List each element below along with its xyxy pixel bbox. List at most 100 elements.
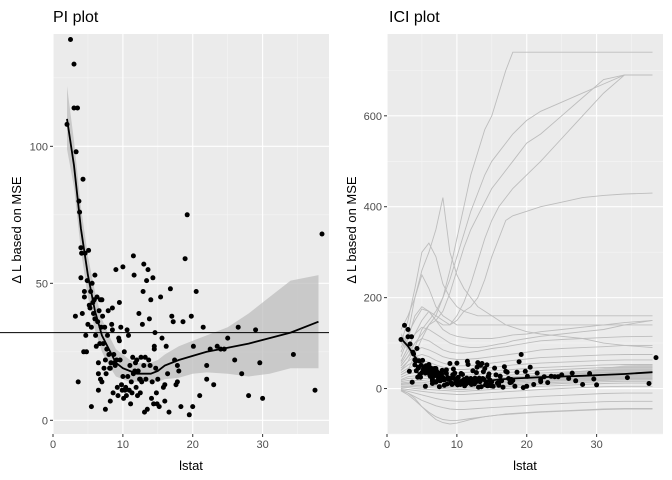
- ice-curve: [400, 306, 653, 357]
- x-tick-label: 10: [117, 439, 129, 451]
- x-tick-label: 30: [256, 439, 268, 451]
- data-point: [92, 272, 98, 278]
- data-point: [102, 324, 108, 330]
- data-point: [80, 176, 86, 182]
- data-point: [566, 376, 572, 381]
- data-point: [128, 401, 134, 407]
- data-point: [158, 294, 164, 300]
- data-point: [514, 369, 520, 375]
- data-point: [200, 324, 206, 330]
- data-point: [101, 365, 107, 371]
- data-point: [432, 366, 437, 371]
- data-point: [478, 384, 484, 390]
- data-point: [504, 369, 510, 375]
- data-point: [102, 406, 108, 412]
- data-point: [95, 371, 101, 377]
- data-point: [454, 360, 460, 366]
- data-point: [147, 363, 153, 368]
- data-point: [97, 341, 103, 347]
- data-point: [87, 305, 93, 311]
- data-point: [232, 357, 238, 363]
- data-point: [184, 212, 190, 218]
- data-point: [140, 289, 146, 294]
- y-tick-label: 0: [376, 384, 382, 396]
- data-point: [460, 372, 465, 377]
- data-point: [182, 256, 188, 262]
- data-point: [214, 343, 220, 349]
- data-point: [137, 390, 143, 396]
- data-point: [127, 363, 133, 368]
- data-point: [204, 363, 210, 368]
- data-point: [83, 332, 89, 338]
- data-layer: [64, 37, 325, 418]
- data-point: [190, 343, 196, 349]
- data-point: [169, 313, 175, 319]
- data-point: [165, 371, 171, 377]
- data-point: [151, 343, 157, 349]
- data-point: [447, 361, 453, 366]
- data-point: [405, 334, 411, 340]
- data-point: [496, 382, 502, 388]
- data-point: [180, 319, 186, 325]
- data-point: [473, 370, 479, 376]
- data-point: [545, 380, 551, 386]
- data-layer: [398, 51, 659, 425]
- data-point: [225, 335, 231, 341]
- data-point: [124, 327, 130, 333]
- data-point: [162, 382, 168, 388]
- chart-title: PI plot: [53, 9, 99, 26]
- data-point: [518, 352, 524, 357]
- y-tick-label: 0: [42, 415, 48, 427]
- data-point: [78, 275, 84, 281]
- data-point: [88, 324, 94, 330]
- ice-curve: [400, 359, 653, 371]
- data-point: [501, 364, 507, 370]
- data-point: [415, 374, 421, 380]
- data-point: [290, 352, 296, 357]
- data-point: [145, 267, 151, 273]
- data-point: [312, 387, 318, 393]
- data-point: [120, 374, 126, 379]
- ice-curve: [400, 74, 653, 362]
- data-point: [138, 354, 144, 360]
- data-point: [109, 327, 115, 333]
- data-point: [500, 384, 506, 390]
- ice-curve: [400, 385, 653, 395]
- data-point: [136, 311, 142, 316]
- data-point: [105, 332, 110, 338]
- data-point: [422, 383, 428, 389]
- data-point: [81, 289, 87, 294]
- data-point: [81, 294, 87, 300]
- data-point: [159, 335, 165, 341]
- data-point: [149, 379, 155, 385]
- data-point: [409, 379, 415, 385]
- ice-curve: [400, 197, 653, 349]
- smooth-line: [400, 337, 653, 382]
- data-point: [93, 343, 99, 349]
- x-tick-label: 0: [50, 439, 56, 451]
- data-point: [646, 381, 652, 386]
- data-point: [103, 371, 109, 377]
- data-point: [407, 341, 413, 347]
- data-point: [95, 360, 101, 366]
- data-point: [102, 357, 108, 363]
- data-point: [166, 409, 172, 415]
- data-point: [402, 322, 407, 328]
- data-point: [450, 366, 456, 372]
- y-tick-label: 400: [364, 202, 382, 214]
- data-point: [162, 398, 168, 404]
- smooth-line: [66, 118, 319, 375]
- data-point: [146, 357, 152, 363]
- ici-plot: ICI plot lstat Δ L based on MSE 0 10 20 30 0…: [344, 9, 663, 473]
- data-point: [110, 390, 116, 396]
- data-point: [148, 297, 154, 303]
- data-point: [493, 372, 499, 378]
- data-point: [414, 346, 420, 351]
- ice-curve: [400, 51, 653, 376]
- data-point: [436, 384, 442, 390]
- data-point: [131, 272, 137, 278]
- ice-curve: [400, 389, 653, 425]
- x-tick-label: 10: [451, 439, 463, 451]
- data-point: [108, 360, 114, 366]
- data-point: [197, 393, 203, 399]
